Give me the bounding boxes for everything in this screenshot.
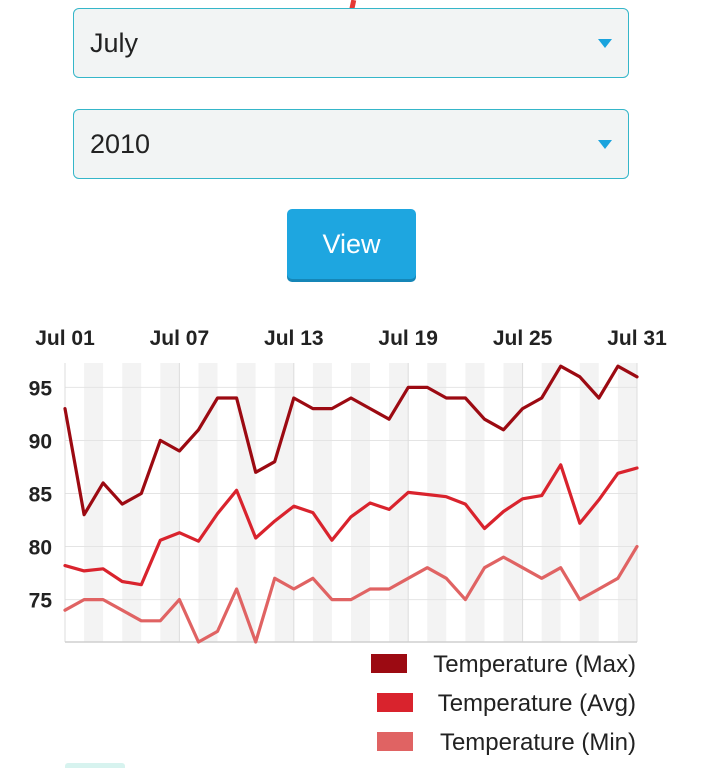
vertical-gridlines <box>64 363 638 642</box>
background-band <box>84 363 104 642</box>
dropdown-caret-icon <box>598 39 612 48</box>
legend-label: Temperature (Max) <box>433 651 636 678</box>
year-select[interactable]: 2010 <box>73 109 629 179</box>
legend-item-avg: Temperature (Avg) <box>377 690 636 717</box>
background-band <box>541 363 561 642</box>
y-tick-label: 95 <box>29 377 53 400</box>
background-band <box>179 363 199 642</box>
background-band <box>236 363 256 642</box>
x-tick-label: Jul 31 <box>607 327 667 350</box>
y-tick-label: 90 <box>29 430 52 453</box>
temperature-chart: Jul 01 Jul 07 Jul 13 Jul 19 Jul 25 Jul 31 75 8… <box>29 327 667 756</box>
background-band <box>351 363 371 642</box>
background-band <box>446 363 466 642</box>
background-band <box>522 363 542 642</box>
x-tick-label: Jul 25 <box>493 327 553 350</box>
background-band <box>560 363 580 642</box>
x-tick-label: Jul 01 <box>35 327 95 350</box>
series-line-avg <box>63 463 639 587</box>
background-band <box>427 363 447 642</box>
background-band <box>255 363 275 642</box>
legend: Temperature (Max) Temperature (Avg) Temper… <box>371 651 636 756</box>
plot-background-bands <box>65 363 637 642</box>
y-tick-label: 75 <box>29 590 53 613</box>
month-select-value: July <box>90 28 139 58</box>
legend-swatch <box>377 693 413 712</box>
background-band <box>465 363 485 642</box>
y-tick-label: 85 <box>29 483 53 506</box>
x-tick-labels: Jul 01 Jul 07 Jul 13 Jul 19 Jul 25 Jul 31 <box>35 327 667 350</box>
background-band <box>198 363 218 642</box>
x-tick-label: Jul 13 <box>264 327 324 350</box>
month-select[interactable]: July <box>73 8 629 78</box>
legend-label: Temperature (Min) <box>440 729 636 756</box>
background-band <box>484 363 504 642</box>
background-band <box>312 363 332 642</box>
background-band <box>579 363 599 642</box>
background-band <box>160 363 180 642</box>
series-line-max <box>63 364 639 517</box>
legend-label: Temperature (Avg) <box>438 690 636 717</box>
series-lines <box>63 364 639 644</box>
background-band <box>617 363 637 642</box>
view-button[interactable]: View <box>287 209 416 279</box>
background-band <box>122 363 142 642</box>
y-tick-labels: 75 80 85 90 95 <box>29 377 53 612</box>
legend-item-min: Temperature (Min) <box>377 729 636 756</box>
background-band <box>274 363 294 642</box>
background-band <box>503 363 523 642</box>
y-tick-label: 80 <box>29 537 52 560</box>
year-select-value: 2010 <box>90 129 151 159</box>
background-band <box>408 363 428 642</box>
background-band <box>293 363 313 642</box>
background-band <box>331 363 351 642</box>
background-band <box>141 363 161 642</box>
x-tick-label: Jul 07 <box>150 327 210 350</box>
legend-swatch <box>377 732 413 751</box>
teal-strip-decoration <box>65 763 125 768</box>
background-band <box>370 363 390 642</box>
legend-swatch <box>371 654 407 673</box>
background-band <box>598 363 618 642</box>
legend-item-max: Temperature (Max) <box>371 651 636 678</box>
series-line-min <box>63 544 639 644</box>
dropdown-caret-icon <box>598 140 612 149</box>
x-tick-label: Jul 19 <box>378 327 438 350</box>
